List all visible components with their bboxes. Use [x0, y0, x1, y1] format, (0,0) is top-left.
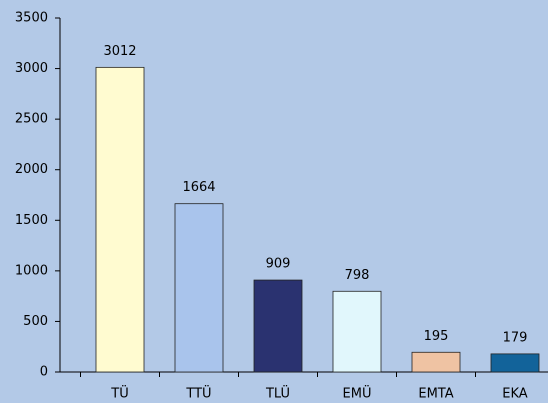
- y-tick-label: 3000: [15, 61, 48, 76]
- data-label: 909: [266, 257, 291, 272]
- bar: [253, 279, 303, 373]
- data-label: 1664: [182, 180, 215, 195]
- x-tick-label: EMTA: [418, 387, 453, 402]
- x-tick-label: EKA: [502, 387, 528, 402]
- y-tick-label: 2500: [15, 112, 48, 127]
- bar: [174, 203, 224, 373]
- y-tick-label: 0: [40, 365, 48, 380]
- data-label: 798: [345, 268, 370, 283]
- bar: [490, 353, 540, 373]
- data-label: 179: [503, 330, 528, 345]
- x-tick-label: EMÜ: [343, 385, 372, 402]
- bar: [411, 351, 461, 373]
- y-tick-label: 1500: [15, 213, 48, 228]
- y-tick-label: 1000: [15, 263, 48, 278]
- x-tick-label: TLÜ: [265, 385, 290, 402]
- y-tick-label: 3500: [15, 11, 48, 26]
- bar: [95, 66, 145, 373]
- y-tick-label: 500: [23, 314, 48, 329]
- y-tick-label: 2000: [15, 162, 48, 177]
- bar: [332, 290, 382, 373]
- x-tick-label: TÜ: [110, 385, 128, 402]
- data-label: 195: [424, 329, 449, 344]
- x-tick-label: TTÜ: [185, 385, 211, 402]
- data-label: 3012: [103, 44, 136, 59]
